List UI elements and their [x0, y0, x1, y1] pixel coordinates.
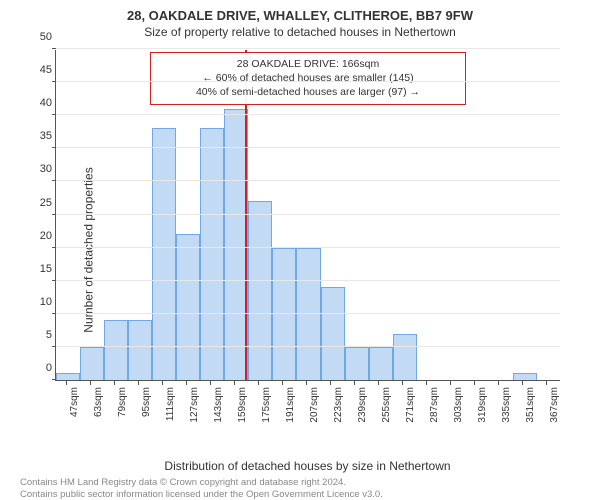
gridline [56, 280, 560, 281]
y-tick-label: 20 [40, 230, 56, 242]
y-tick-label: 35 [40, 130, 56, 142]
x-tick [522, 381, 523, 385]
x-tick [114, 381, 115, 385]
x-tick [66, 381, 67, 385]
x-tick-label: 239sqm [357, 387, 368, 423]
plot-region: 28 OAKDALE DRIVE: 166sqm ← 60% of detach… [55, 50, 560, 381]
y-tick [52, 180, 56, 181]
chart-title: 28, OAKDALE DRIVE, WHALLEY, CLITHEROE, B… [0, 0, 600, 23]
x-tick-label: 207sqm [309, 387, 320, 423]
x-tick-label: 319sqm [477, 387, 488, 423]
y-tick-label: 10 [40, 296, 56, 308]
x-tick [282, 381, 283, 385]
x-tick [258, 381, 259, 385]
x-tick-label: 367sqm [549, 387, 560, 423]
histogram-bar [80, 347, 104, 380]
histogram-bar [56, 373, 80, 380]
x-tick [378, 381, 379, 385]
x-tick-label: 127sqm [189, 387, 200, 423]
x-axis-label: Distribution of detached houses by size … [55, 459, 560, 473]
histogram-bar [513, 373, 537, 380]
x-tick [138, 381, 139, 385]
y-tick-label: 45 [40, 64, 56, 76]
histogram-bar [248, 201, 272, 380]
x-tick-label: 63sqm [93, 387, 104, 417]
gridline [56, 48, 560, 49]
x-tick [90, 381, 91, 385]
footer-attribution: Contains HM Land Registry data © Crown c… [20, 477, 580, 500]
x-tick-label: 95sqm [141, 387, 152, 417]
footer-line2: Contains public sector information licen… [20, 489, 580, 500]
callout-line2: ← 60% of detached houses are smaller (14… [159, 71, 457, 85]
gridline [56, 313, 560, 314]
callout-line3: 40% of semi-detached houses are larger (… [159, 85, 457, 99]
x-tick-label: 111sqm [165, 387, 176, 421]
histogram-bar [152, 128, 176, 380]
footer-line1: Contains HM Land Registry data © Crown c… [20, 477, 580, 488]
chart-subtitle: Size of property relative to detached ho… [0, 23, 600, 39]
y-tick [52, 313, 56, 314]
gridline [56, 81, 560, 82]
gridline [56, 180, 560, 181]
x-tick [306, 381, 307, 385]
y-tick [52, 147, 56, 148]
y-tick [52, 346, 56, 347]
histogram-bar [393, 334, 417, 380]
x-tick [354, 381, 355, 385]
x-tick [330, 381, 331, 385]
y-tick [52, 214, 56, 215]
chart-area: 28 OAKDALE DRIVE: 166sqm ← 60% of detach… [55, 50, 560, 425]
x-tick [426, 381, 427, 385]
x-tick [162, 381, 163, 385]
y-tick [52, 379, 56, 380]
x-tick [546, 381, 547, 385]
callout-box: 28 OAKDALE DRIVE: 166sqm ← 60% of detach… [150, 52, 466, 105]
y-tick-label: 30 [40, 163, 56, 175]
gridline [56, 147, 560, 148]
y-tick [52, 81, 56, 82]
histogram-bar [345, 347, 369, 380]
histogram-bar [200, 128, 224, 380]
y-tick-label: 5 [46, 329, 56, 341]
x-tick-label: 335sqm [501, 387, 512, 423]
x-tick-label: 79sqm [117, 387, 128, 417]
x-tick-label: 47sqm [69, 387, 80, 417]
x-tick [210, 381, 211, 385]
y-tick [52, 247, 56, 248]
x-tick [402, 381, 403, 385]
histogram-bar [176, 234, 200, 380]
gridline [56, 214, 560, 215]
x-tick-label: 175sqm [261, 387, 272, 423]
x-tick [234, 381, 235, 385]
histogram-bar [104, 320, 128, 380]
x-tick-label: 159sqm [237, 387, 248, 423]
histogram-bar [369, 347, 393, 380]
y-tick-label: 15 [40, 263, 56, 275]
histogram-bar [128, 320, 152, 380]
x-tick [474, 381, 475, 385]
gridline [56, 346, 560, 347]
x-tick-label: 143sqm [213, 387, 224, 423]
x-tick-label: 351sqm [525, 387, 536, 423]
x-tick-label: 303sqm [453, 387, 464, 423]
x-tick [498, 381, 499, 385]
x-tick-label: 223sqm [333, 387, 344, 423]
y-tick-label: 0 [46, 362, 56, 374]
x-tick-label: 191sqm [285, 387, 296, 423]
histogram-bar [321, 287, 345, 380]
gridline [56, 247, 560, 248]
callout-line1: 28 OAKDALE DRIVE: 166sqm [159, 57, 457, 71]
x-tick-label: 287sqm [429, 387, 440, 423]
y-tick-label: 25 [40, 197, 56, 209]
y-tick [52, 114, 56, 115]
y-tick [52, 48, 56, 49]
x-tick [186, 381, 187, 385]
y-tick [52, 280, 56, 281]
x-tick-label: 271sqm [405, 387, 416, 423]
gridline [56, 114, 560, 115]
x-tick [450, 381, 451, 385]
y-tick-label: 40 [40, 97, 56, 109]
x-tick-label: 255sqm [381, 387, 392, 423]
y-tick-label: 50 [40, 31, 56, 43]
